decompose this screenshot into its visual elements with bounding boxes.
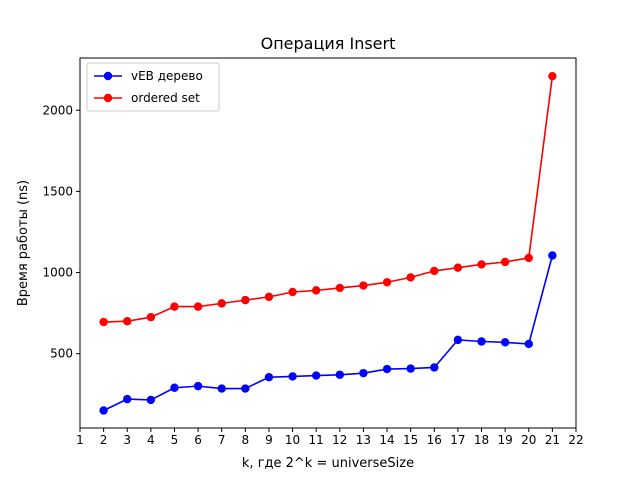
data-point	[123, 317, 132, 326]
x-tick-label: 19	[498, 433, 513, 447]
data-point	[123, 394, 132, 404]
data-point	[311, 286, 321, 295]
x-tick-label: 16	[427, 433, 442, 447]
data-point	[217, 384, 226, 393]
x-tick-label: 10	[285, 433, 300, 447]
x-axis-ticks: 1 2 3 4 5 6 7 8 9 10 11 12 13 14 15 16 17 18 19 20 21 22	[76, 428, 584, 447]
x-tick-label: 2	[100, 433, 108, 447]
x-tick-label: 3	[123, 433, 131, 447]
data-point	[311, 371, 321, 380]
data-point	[193, 381, 203, 391]
data-point	[430, 363, 439, 372]
y-axis-label: Время работы (ns)	[16, 180, 31, 306]
x-tick-label: 21	[545, 433, 560, 447]
x-tick-label: 7	[218, 433, 226, 447]
y-tick-label: 2000	[42, 103, 73, 117]
series-1	[99, 71, 557, 327]
series-line	[103, 76, 554, 323]
y-tick-label: 1500	[42, 184, 73, 198]
legend-box	[86, 62, 220, 112]
x-tick-label: 12	[332, 433, 347, 447]
data-point	[453, 335, 463, 345]
x-axis-label: k, где 2^k = universeSize	[242, 456, 414, 471]
data-point	[99, 406, 108, 415]
data-point	[406, 364, 415, 373]
data-point	[335, 370, 345, 379]
x-tick-label: 4	[147, 433, 155, 447]
legend-marker	[103, 71, 113, 81]
axes-frame	[79, 57, 577, 429]
y-tick-label: 1000	[42, 266, 73, 280]
data-point	[264, 373, 274, 382]
y-axis-ticks: 500 1000 1500 2000	[42, 103, 80, 361]
x-tick-label: 17	[450, 433, 465, 447]
series-layer	[99, 71, 557, 415]
data-point	[359, 368, 368, 378]
x-tick-label: 5	[171, 433, 179, 447]
x-tick-label: 14	[379, 433, 394, 447]
data-point	[382, 278, 392, 287]
y-tick-label: 500	[50, 347, 73, 361]
x-tick-label: 11	[309, 433, 324, 447]
data-point	[264, 292, 274, 302]
data-point	[99, 317, 108, 327]
data-point	[453, 263, 463, 272]
data-point	[193, 302, 203, 311]
x-tick-label: 15	[403, 433, 418, 447]
legend: vEB дерево ordered set	[86, 62, 220, 112]
x-tick-label: 8	[242, 433, 250, 447]
legend-marker	[103, 93, 113, 103]
data-point	[430, 266, 439, 276]
data-point	[477, 260, 486, 269]
data-point	[146, 395, 156, 405]
data-point	[524, 253, 533, 263]
data-point	[288, 372, 297, 381]
data-point	[477, 337, 486, 346]
data-point	[335, 283, 345, 293]
x-tick-label: 18	[474, 433, 489, 447]
data-point	[146, 312, 156, 322]
data-point	[241, 295, 250, 305]
data-point	[406, 273, 415, 282]
legend-item: vEB дерево	[94, 69, 203, 83]
legend-item: ordered set	[94, 91, 200, 105]
data-point	[500, 338, 510, 347]
data-point	[524, 339, 533, 349]
legend-label: ordered set	[131, 91, 200, 105]
data-point	[500, 257, 510, 267]
data-point	[382, 364, 392, 374]
x-tick-label: 22	[568, 433, 583, 447]
legend-label: vEB дерево	[131, 69, 203, 83]
x-tick-label: 9	[265, 433, 273, 447]
chart-title: Операция Insert	[261, 34, 396, 53]
x-tick-label: 13	[356, 433, 371, 447]
data-point	[170, 302, 179, 311]
data-point	[548, 251, 557, 260]
x-tick-label: 6	[194, 433, 202, 447]
x-tick-label: 20	[521, 433, 536, 447]
data-point	[241, 384, 250, 393]
x-tick-label: 1	[76, 433, 84, 447]
plot-area: 1 2 3 4 5 6 7 8 9 10 11 12 13 14 15 16 17 18 19 20 21 22 5001…	[42, 57, 584, 447]
data-point	[217, 299, 226, 308]
data-point	[288, 287, 297, 297]
series-0	[99, 251, 557, 415]
data-point	[170, 383, 179, 392]
data-point	[359, 281, 368, 290]
data-point	[548, 71, 557, 81]
